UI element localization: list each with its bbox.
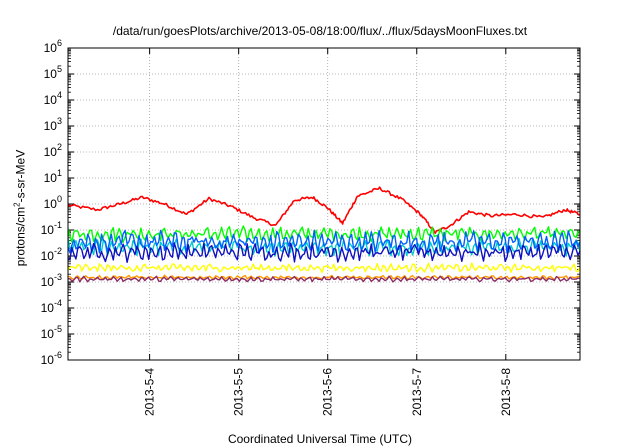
y-tick-exponent: 0	[57, 194, 62, 204]
series-line	[67, 241, 581, 263]
y-tick-label: 10-5	[41, 324, 62, 341]
x-tick-label: 2013-5-7	[410, 368, 424, 416]
y-axis-label-suffix: -s-sr-MeV	[13, 149, 28, 203]
y-axis-label-exponent: 2	[12, 202, 22, 207]
y-tick-label: 100	[44, 194, 62, 211]
y-tick-label: 10-4	[41, 298, 62, 315]
y-tick-label: 102	[44, 142, 62, 159]
y-tick-exponent: -3	[54, 272, 62, 282]
x-axis-label: Coordinated Universal Time (UTC)	[227, 432, 413, 446]
y-tick-label: 101	[44, 168, 62, 185]
y-tick-label: 10-3	[41, 272, 62, 289]
y-tick-label: 10-2	[41, 246, 62, 263]
y-tick-label: 106	[44, 38, 62, 55]
series-line	[67, 225, 581, 243]
y-tick-label: 105	[44, 64, 62, 81]
y-tick-exponent: 2	[57, 142, 62, 152]
y-tick-exponent: 3	[57, 116, 62, 126]
series-line	[67, 275, 581, 283]
y-axis-label-text: protons/cm	[13, 206, 28, 267]
y-tick-exponent: -2	[54, 246, 62, 256]
series-line	[67, 262, 581, 274]
x-tick-label: 2013-5-8	[499, 368, 513, 416]
y-tick-exponent: 4	[57, 90, 62, 100]
y-tick-exponent: -5	[54, 324, 62, 334]
y-tick-exponent: -4	[54, 298, 62, 308]
x-tick-label: 2013-5-4	[143, 368, 157, 416]
y-tick-label: 104	[44, 90, 62, 107]
y-tick-label: 10-1	[41, 220, 62, 237]
y-tick-exponent: 5	[57, 64, 62, 74]
plot-border	[67, 47, 581, 361]
x-tick-label: 2013-5-6	[321, 368, 335, 416]
y-tick-label: 103	[44, 116, 62, 133]
y-tick-exponent: -1	[54, 220, 62, 230]
y-tick-exponent: -6	[54, 350, 62, 360]
y-tick-exponent: 6	[57, 38, 62, 48]
series-line	[67, 186, 581, 234]
series-line	[67, 229, 581, 255]
x-tick-label: 2013-5-5	[232, 368, 246, 416]
chart-title: /data/run/goesPlots/archive/2013-05-08/1…	[112, 24, 528, 38]
y-tick-exponent: 1	[57, 168, 62, 178]
y-tick-label: 10-6	[41, 350, 62, 367]
